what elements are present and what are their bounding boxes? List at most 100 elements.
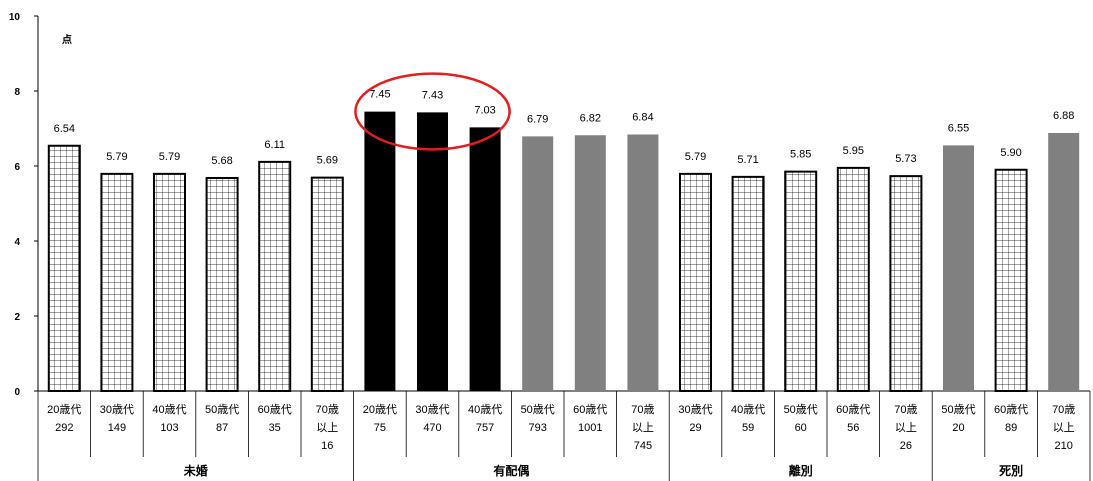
category-label: 以上 (1053, 421, 1075, 434)
bar (153, 172, 186, 392)
category-label: 87 (216, 422, 228, 434)
bar (310, 176, 344, 392)
highlight-layer (354, 72, 511, 151)
category-label: 30歳代 (415, 403, 449, 416)
unit-label: 点 (62, 33, 72, 46)
category-label: 70歳 (631, 403, 654, 416)
data-label: 5.79 (159, 151, 180, 163)
bar (100, 172, 134, 392)
data-label: 5.95 (843, 145, 864, 157)
bar (1048, 133, 1080, 391)
bar (417, 112, 448, 391)
data-label: 6.88 (1053, 110, 1074, 122)
data-label: 5.90 (1000, 147, 1021, 159)
data-label: 5.68 (211, 155, 232, 167)
data-label: 6.55 (948, 122, 969, 134)
category-label: 60歳代 (258, 403, 292, 416)
category-label: 30歳代 (100, 403, 134, 416)
bar (364, 111, 396, 391)
category-label: 20歳代 (47, 403, 81, 416)
category-label: 60歳代 (836, 403, 870, 416)
data-label: 6.54 (54, 123, 75, 135)
bar (627, 134, 659, 391)
category-label: 70歳 (894, 403, 917, 416)
category-label: 以上 (632, 421, 654, 434)
bar (889, 175, 923, 392)
category-label: 60 (795, 422, 807, 434)
data-label: 6.84 (632, 112, 653, 124)
bar (943, 145, 974, 391)
category-label: 50歳代 (941, 403, 975, 416)
category-label: 59 (742, 422, 754, 434)
data-label: 5.79 (106, 151, 127, 163)
category-label: 30歳代 (678, 403, 712, 416)
category-label: 70歳 (316, 403, 339, 416)
category-label: 29 (689, 422, 701, 434)
category-labels: 未婚 有配偶 離別 死別 20歳代 292 30歳代 149 40歳代 103 50歳代 87 60歳代… (47, 403, 1075, 478)
data-label: 6.11 (264, 139, 285, 151)
data-label: 7.45 (369, 89, 390, 101)
category-label: 103 (160, 422, 178, 434)
y-tick-label: 0 (14, 387, 20, 398)
bar (47, 144, 81, 392)
highlight-ellipse (354, 72, 511, 151)
bars: 6.54 5.79 5.79 5.68 6.11 5.69 7.45 7.43 7.03 6.79… (47, 89, 1080, 392)
y-tick-label: 4 (14, 237, 20, 248)
group-label: 離別 (789, 463, 813, 478)
data-label: 6.79 (527, 113, 548, 125)
bar (679, 172, 712, 392)
bar (522, 136, 554, 391)
data-label: 7.43 (422, 89, 443, 101)
category-label: 60歳代 (573, 403, 607, 416)
data-label: 5.79 (685, 151, 706, 163)
category-label: 50歳代 (205, 403, 239, 416)
category-label: 50歳代 (521, 403, 555, 416)
y-tick-label: 6 (14, 162, 20, 173)
category-label: 26 (900, 440, 912, 452)
category-label: 以上 (895, 421, 917, 434)
bar (205, 177, 239, 392)
category-label: 16 (321, 440, 333, 452)
category-label: 56 (847, 422, 859, 434)
category-label: 210 (1055, 440, 1073, 452)
data-label: 5.71 (737, 154, 758, 166)
y-tick-label: 2 (14, 312, 20, 323)
category-label: 35 (269, 422, 281, 434)
data-label: 7.03 (474, 104, 495, 116)
data-label: 5.73 (895, 153, 916, 165)
category-label: 20 (952, 422, 964, 434)
category-label: 40歳代 (731, 403, 765, 416)
data-label: 6.82 (580, 112, 601, 124)
group-label: 未婚 (183, 463, 208, 478)
category-label: 149 (108, 422, 126, 434)
category-label: 292 (55, 422, 73, 434)
category-label: 1001 (578, 422, 602, 434)
y-tick-label: 10 (9, 12, 21, 23)
bar (469, 127, 501, 391)
bar (258, 160, 292, 392)
y-tick-label: 8 (14, 87, 20, 98)
category-label: 757 (476, 422, 494, 434)
category-label: 70歳 (1052, 403, 1075, 416)
category-label: 75 (374, 422, 386, 434)
category-label: 以上 (316, 421, 338, 434)
category-label: 40歳代 (468, 403, 502, 416)
data-label: 5.85 (790, 149, 811, 161)
category-label: 50歳代 (784, 403, 818, 416)
group-label: 死別 (999, 464, 1023, 478)
category-label: 20歳代 (363, 403, 397, 416)
bar (731, 175, 765, 392)
bar (994, 168, 1028, 392)
bar (836, 166, 870, 392)
category-label: 793 (529, 422, 547, 434)
category-label: 745 (634, 440, 652, 452)
bar (574, 135, 606, 391)
category-label: 60歳代 (994, 403, 1028, 416)
category-label: 470 (423, 422, 441, 434)
group-label: 有配偶 (493, 463, 529, 478)
category-label: 89 (1005, 422, 1017, 434)
category-label: 40歳代 (152, 403, 186, 416)
bar (784, 170, 818, 392)
